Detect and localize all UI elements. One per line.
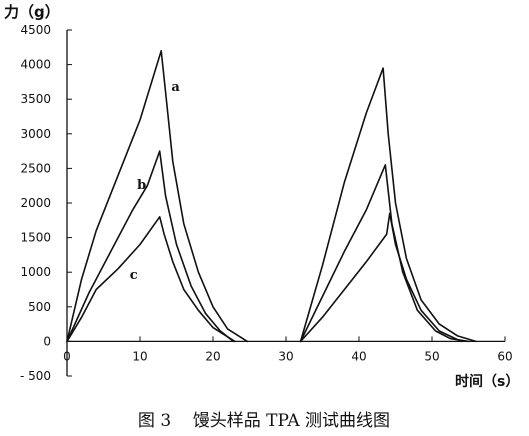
x-tick-label: 10 [132, 349, 147, 363]
y-axis-title: 力（g） [4, 3, 60, 21]
plot-lines [66, 50, 477, 343]
x-tick-label: 40 [351, 349, 366, 363]
series-label-a: a [171, 80, 180, 95]
series-label-c: c [130, 268, 138, 283]
y-tick-label: - 500 [20, 369, 51, 383]
y-tick-label: 500 [28, 300, 51, 314]
y-tick-label: 2500 [20, 161, 51, 175]
figure-caption: 图 3 馒头样品 TPA 测试曲线图 [138, 411, 390, 431]
y-tick-label: 4000 [20, 58, 51, 72]
x-axis-title: 时间（s） [455, 373, 519, 390]
y-tick-label: 3500 [20, 92, 51, 106]
series-a-cycle-2-line [299, 67, 477, 343]
y-tick-label: 2000 [20, 196, 51, 210]
series-b-cycle-2-line [299, 164, 470, 343]
series-c-cycle-1-line [66, 216, 236, 343]
y-tick-label: 4500 [20, 23, 51, 37]
series-a-cycle-1-line [66, 50, 249, 343]
x-tick-label: 0 [63, 349, 71, 363]
series-c-cycle-2-line [299, 212, 462, 343]
x-tick-label: 50 [424, 349, 439, 363]
y-tick-label: 1500 [20, 231, 51, 245]
x-tick-label: 30 [278, 349, 293, 363]
y-tick-label: 0 [43, 334, 51, 348]
x-tick-label: 20 [205, 349, 220, 363]
y-tick-label: 3000 [20, 127, 51, 141]
series-b-cycle-1-line [66, 150, 235, 343]
x-tick-label: 60 [497, 349, 512, 363]
ticks: - 50005001000150020002500300035004000450… [20, 23, 513, 383]
series-label-b: b [137, 178, 146, 193]
y-tick-label: 1000 [20, 265, 51, 279]
series-annotations: a b c [130, 80, 181, 283]
